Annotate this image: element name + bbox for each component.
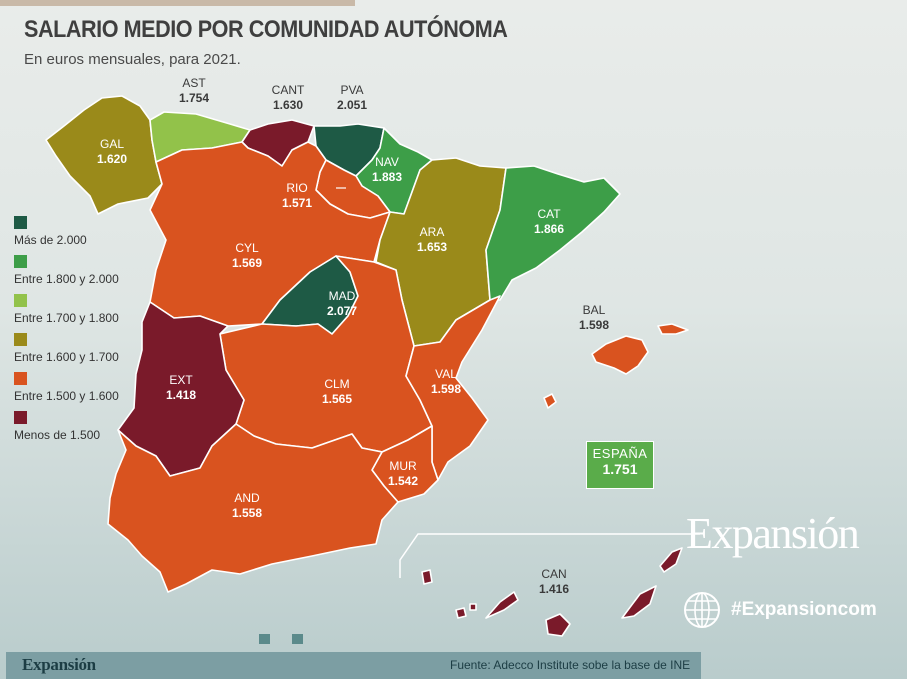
decorative-square [259,634,270,644]
region-value-CANT: 1.630 [273,98,303,112]
region-value-AST: 1.754 [179,91,209,105]
spain-label: ESPAÑA [592,446,648,461]
map-title: SALARIO MEDIO POR COMUNIDAD AUTÓNOMA [24,16,508,43]
footer-logo: Expansión [22,655,96,674]
region-BAL-menorca [657,323,689,335]
legend-swatch [14,294,27,307]
region-code-CLM: CLM [324,377,349,391]
legend-item-1800-2000: Entre 1.800 y 2.000 [14,255,164,291]
region-CAN-lapalma [421,569,433,585]
region-code-AND: AND [234,491,260,505]
region-value-CYL: 1.569 [232,256,262,270]
map-subtitle: En euros mensuales, para 2021. [24,51,241,68]
region-value-CAT: 1.866 [534,222,564,236]
legend-swatch [14,216,27,229]
region-code-BAL: BAL [583,303,606,317]
globe-icon [684,592,720,628]
region-code-CAT: CAT [537,207,561,221]
legend-swatch [14,333,27,346]
top-accent-bar [0,0,355,6]
region-value-EXT: 1.418 [166,388,196,402]
brand-logo: Expansión [686,509,860,558]
region-BAL-ibiza [543,393,557,409]
region-GAL [45,95,163,215]
region-code-NAV: NAV [375,155,399,169]
canarias-frame [399,533,700,578]
region-code-AST: AST [182,76,206,90]
region-value-CAN: 1.416 [539,582,569,596]
legend-label: Menos de 1.500 [14,428,101,442]
region-value-BAL: 1.598 [579,318,609,332]
region-value-VAL: 1.598 [431,382,461,396]
region-code-EXT: EXT [169,373,193,387]
region-CAN-tenerife [485,591,519,619]
region-CAN-fuerteventura [621,585,657,619]
legend-label: Entre 1.500 y 1.600 [14,389,119,403]
region-code-MUR: MUR [389,459,417,473]
region-value-RIO: 1.571 [282,196,312,210]
spain-value: 1.751 [602,461,638,477]
spain-average-box: ESPAÑA 1.751 [586,441,654,489]
region-VAL [405,295,501,481]
region-code-PVA: PVA [340,83,363,97]
region-code-CYL: CYL [235,241,259,255]
region-code-RIO: RIO [286,181,307,195]
legend-swatch [14,255,27,268]
region-code-ARA: ARA [420,225,445,239]
legend-item-below-1500: Menos de 1.500 [14,411,164,447]
footer-source: Fuente: Adecco Institute sobe la base de… [450,658,691,672]
legend-swatch [14,372,27,385]
legend-item-1600-1700: Entre 1.600 y 1.700 [14,333,164,369]
region-CAN-lanzarote [659,547,683,573]
legend-item-above-2000: Más de 2.000 [14,216,164,252]
legend-item-1500-1600: Entre 1.500 y 1.600 [14,372,164,408]
region-CAN-grancanaria [545,613,571,637]
region-value-MUR: 1.542 [388,474,418,488]
region-value-AND: 1.558 [232,506,262,520]
region-BAL [591,335,649,375]
legend-item-1700-1800: Entre 1.700 y 1.800 [14,294,164,330]
hashtag-text: #Expansioncom [731,599,877,620]
legend-label: Entre 1.800 y 2.000 [14,272,119,286]
region-code-MAD: MAD [329,289,356,303]
legend-label: Entre 1.600 y 1.700 [14,350,119,364]
region-code-VAL: VAL [435,367,457,381]
region-value-CLM: 1.565 [322,392,352,406]
region-value-PVA: 2.051 [337,98,367,112]
region-CAT [485,165,621,301]
footer-bar: Expansión Fuente: Adecco Institute sobe … [6,652,701,679]
legend-swatch [14,411,27,424]
region-value-MAD: 2.077 [327,304,357,318]
legend-label: Más de 2.000 [14,233,87,247]
region-value-GAL: 1.620 [97,152,127,166]
region-CAN-elhierro [455,607,467,619]
decorative-square [292,634,303,644]
region-code-CAN: CAN [541,567,566,581]
region-CAN-lagomera [469,603,477,611]
legend-label: Entre 1.700 y 1.800 [14,311,119,325]
region-code-CANT: CANT [272,83,305,97]
region-value-NAV: 1.883 [372,170,402,184]
region-AND [107,423,399,593]
region-code-GAL: GAL [100,137,124,151]
region-value-ARA: 1.653 [417,240,447,254]
